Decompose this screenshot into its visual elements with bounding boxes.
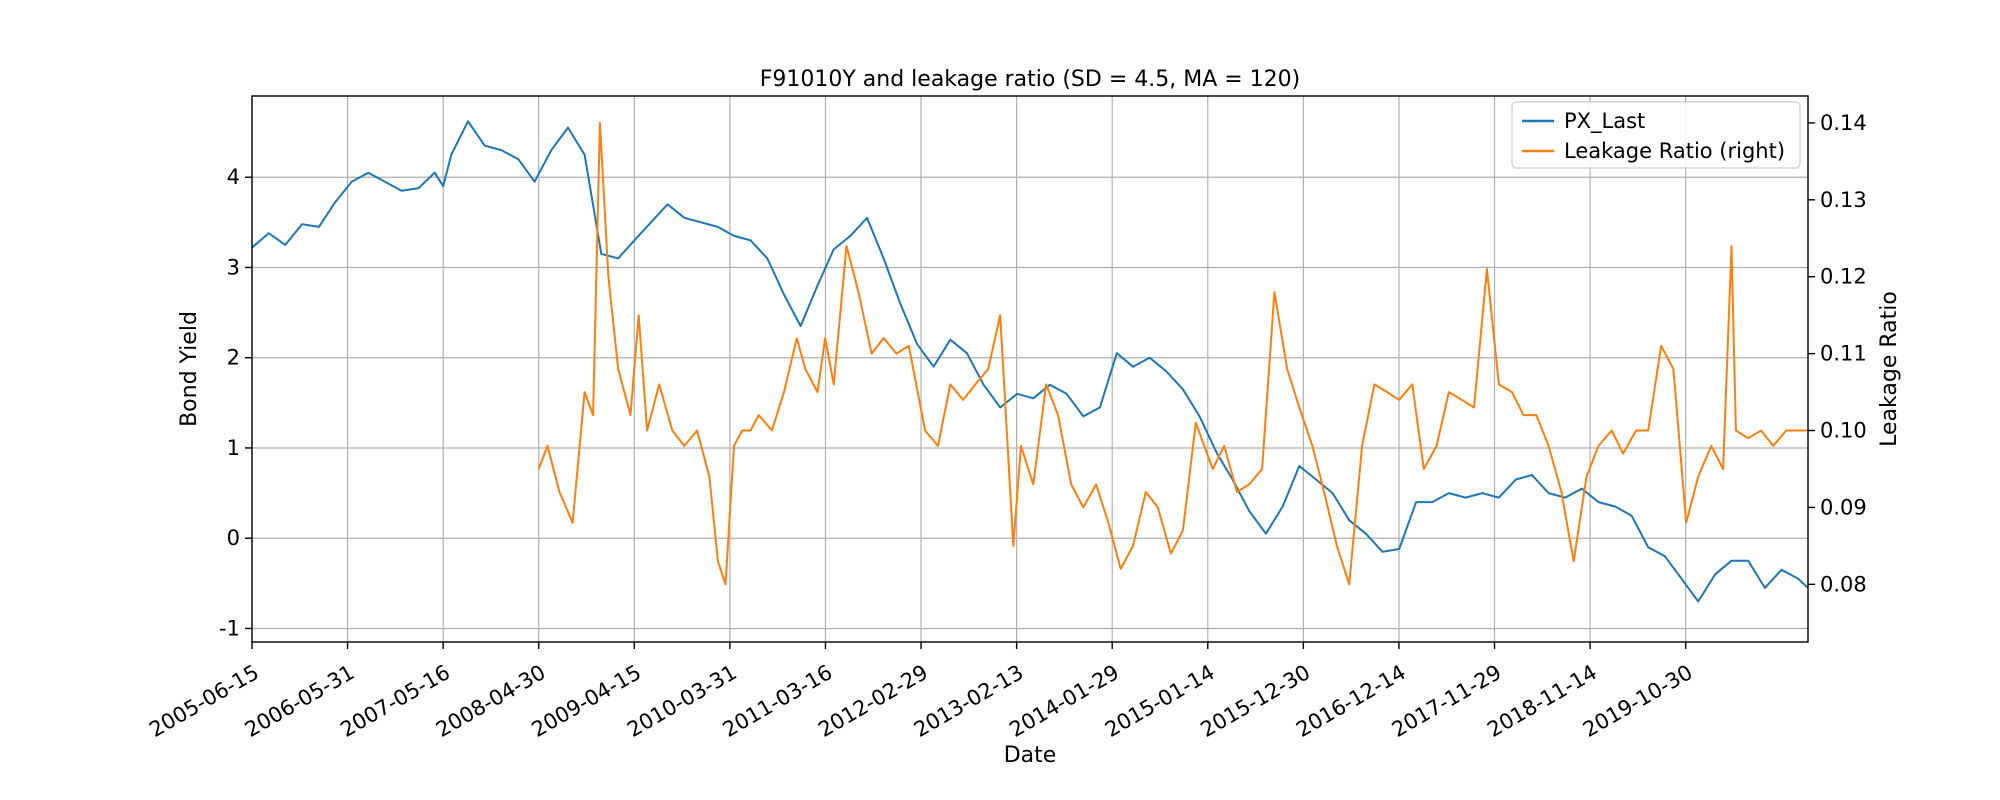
y-tick-label: 4	[227, 165, 240, 189]
y-tick-label: -1	[219, 616, 240, 640]
y-axis-label: Bond Yield	[177, 311, 202, 427]
y2-tick-label: 0.13	[1820, 188, 1867, 212]
series-layer	[251, 120, 1809, 603]
y-tick-label: 3	[227, 255, 240, 279]
y2-tick-label: 0.09	[1820, 495, 1867, 519]
y2-axis-label: Leakage Ratio	[1877, 291, 1902, 447]
y-tick-label: 2	[227, 346, 240, 370]
chart-title: F91010Y and leakage ratio (SD = 4.5, MA …	[760, 67, 1301, 92]
x-tick-label: 2019-10-30	[1579, 660, 1697, 742]
y-axis-ticks: -1 0 1 2 3 4	[219, 165, 252, 640]
y2-tick-label: 0.12	[1820, 265, 1867, 289]
y2-tick-label: 0.08	[1820, 572, 1867, 596]
x-axis-label: Date	[1004, 743, 1057, 768]
legend-entry-px-last: PX_Last	[1564, 109, 1645, 134]
series-line-leakage-ratio	[537, 121, 1808, 586]
y2-tick-label: 0.11	[1820, 342, 1867, 366]
grid-layer	[251, 96, 1808, 642]
y-tick-label: 0	[227, 526, 240, 550]
y2-tick-label: 0.14	[1820, 111, 1867, 135]
plot-frame	[251, 95, 1809, 643]
y-tick-label: 1	[227, 436, 240, 460]
y2-axis-ticks: 0.08 0.09 0.10 0.11 0.12 0.13 0.14	[1808, 111, 1867, 596]
legend-box	[1511, 101, 1801, 169]
legend-entry-leakage-ratio: Leakage Ratio (right)	[1564, 139, 1785, 163]
series-line-px-last	[251, 120, 1809, 603]
y2-tick-label: 0.10	[1820, 419, 1867, 443]
x-axis-ticks: 2005-06-152006-05-312007-05-162008-04-30…	[145, 642, 1697, 742]
legend: PX_Last Leakage Ratio (right)	[1511, 101, 1801, 169]
